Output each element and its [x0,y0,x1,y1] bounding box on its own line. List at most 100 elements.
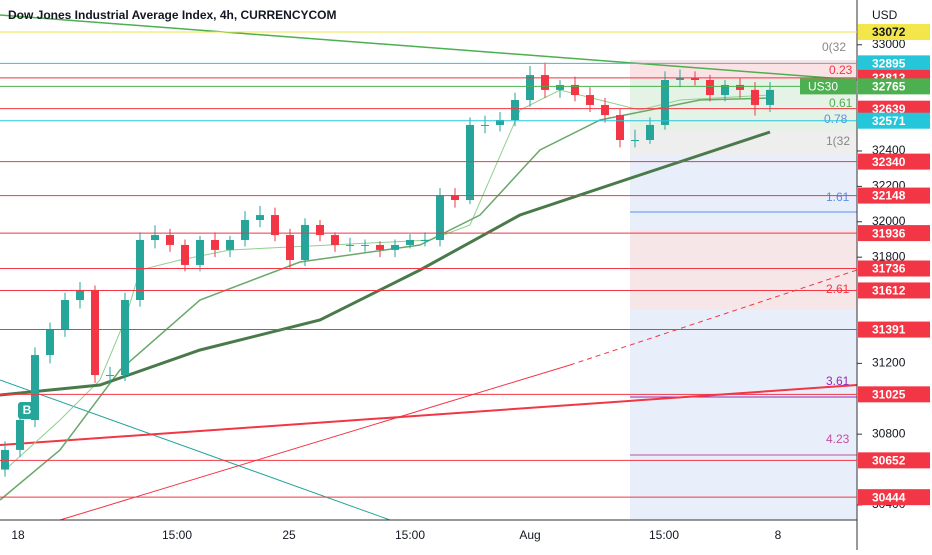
level-label: 32639 [872,102,906,116]
candle-body [16,420,24,450]
candle-body [421,240,429,241]
level-box [858,386,930,403]
level-box [858,489,930,506]
candle-body [211,240,219,250]
fib-label: 4.23 [826,432,850,446]
fib-label: 1.61 [826,190,850,204]
candle-body [466,124,474,200]
level-label: 32895 [872,57,906,71]
candle-body [481,124,489,126]
candle-body [196,240,204,265]
candle-body [256,215,264,220]
candle-body [496,120,504,125]
y-tick-label: 31200 [872,356,906,370]
level-label: 33072 [872,25,906,39]
level-label: 32571 [872,114,906,128]
candle-body [1,449,9,470]
fib-label: 0(32 [822,40,846,54]
candle-body [286,235,294,260]
y-tick-label: 30800 [872,426,906,440]
x-tick-label: 15:00 [395,528,425,542]
candle-body [121,300,129,376]
level-box [858,282,930,299]
symbol-tag: US30 [808,80,838,94]
fib-zone [630,155,857,520]
trend-line [0,384,858,446]
fib-label: 2.61 [826,282,850,296]
trend-line [59,364,571,521]
level-label: 31391 [872,323,906,337]
fib-label: 1(32 [826,134,850,148]
candle-body [691,78,699,80]
candle-body [391,244,399,250]
candle-body [451,195,459,200]
candle-body [616,115,624,140]
candle-body [166,235,174,245]
moving-average [0,130,771,397]
candle-body [751,89,759,105]
level-label: 32148 [872,189,906,203]
candle-body [31,355,39,420]
candle-body [736,84,744,90]
candle-body [346,244,354,246]
level-label: 32340 [872,155,906,169]
candle-body [361,244,369,246]
candle-body [601,104,609,116]
candle-body [241,220,249,240]
candle-body [721,84,729,96]
candle-body [586,95,594,105]
x-tick-label: 8 [775,528,782,542]
x-tick-label: Aug [519,528,540,542]
level-box [858,24,930,41]
candle-body [436,195,444,240]
candle-body [76,289,84,300]
level-label: 31025 [872,388,906,402]
candle-body [766,89,774,105]
candle-body [661,80,669,125]
level-box [858,112,930,129]
candle-body [406,240,414,245]
x-tick-label: 15:00 [649,528,679,542]
level-label: 30444 [872,490,906,504]
level-label: 31612 [872,284,906,298]
candle-body [46,329,54,356]
level-box [858,55,930,72]
candle-body [181,244,189,265]
candle-body [526,75,534,100]
candle-body [331,235,339,245]
trend-line [0,379,391,521]
drawings [0,14,858,521]
y-tick-label: 33000 [872,37,906,51]
fib-label: 0.61 [829,96,853,110]
level-box [858,153,930,170]
candle-body [511,100,519,120]
fib-zone [630,230,857,310]
candle-body [571,84,579,96]
candle-body [706,80,714,96]
chart-title: Dow Jones Industrial Average Index, 4h, … [8,8,337,22]
x-tick-label: 25 [282,528,296,542]
y-tick-label: 32000 [872,214,906,228]
candle-body [541,75,549,90]
level-box [858,187,930,204]
level-label: 30652 [872,454,906,468]
fib-zone [630,130,857,155]
level-box [858,100,930,117]
level-label: 31936 [872,226,906,240]
trend-line [0,14,858,81]
marker-box [18,402,36,419]
level-box [858,225,930,242]
marker: B [23,403,32,417]
candle-body [646,124,654,140]
level-box [858,78,930,95]
candle-body [376,244,384,250]
fib-label: 0.23 [829,63,853,77]
y-tick-label: 31800 [872,249,906,263]
candle-body [91,289,99,376]
level-box [858,321,930,338]
x-tick-label: 15:00 [162,528,192,542]
symbol-box [800,78,856,95]
level-box [858,260,930,277]
candle-body [556,84,564,90]
